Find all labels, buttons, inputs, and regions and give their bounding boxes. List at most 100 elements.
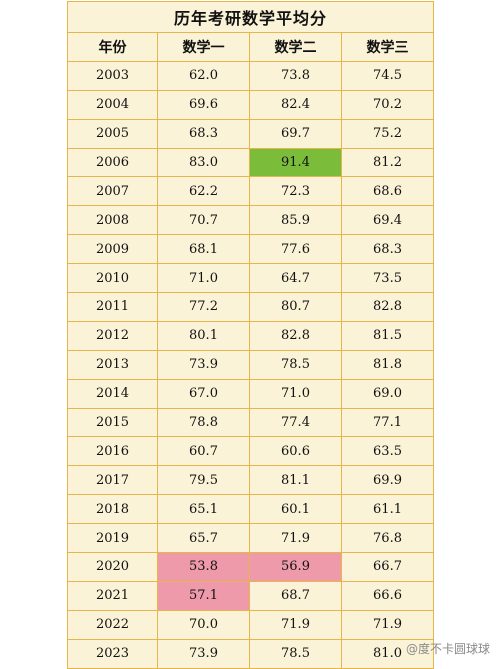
year-cell: 2021 (67, 580, 158, 611)
year-cell: 2010 (67, 263, 158, 294)
table-row: 2013 73.9 78.5 81.8 (67, 349, 435, 380)
table-row: 2017 79.5 81.1 69.9 (67, 465, 435, 496)
year-cell: 2003 (67, 60, 158, 91)
math-2-cell: 82.8 (249, 320, 342, 351)
table-row: 2016 60.7 60.6 63.5 (67, 436, 435, 467)
math-2-cell: 73.8 (249, 60, 342, 91)
header-year: 年份 (67, 32, 158, 62)
math-3-cell: 81.5 (340, 320, 435, 351)
math-3-cell: 74.5 (340, 60, 435, 91)
year-cell: 2022 (67, 609, 158, 640)
math-1-cell: 70.7 (157, 205, 250, 236)
math-3-cell: 69.0 (340, 378, 435, 409)
table-row: 2015 78.8 77.4 77.1 (67, 407, 435, 438)
math-1-cell: 67.0 (157, 378, 250, 409)
year-cell: 2018 (67, 494, 158, 525)
math-2-cell: 60.6 (249, 436, 342, 467)
math-1-cell: 65.1 (157, 494, 250, 525)
header-math-1: 数学一 (157, 32, 250, 62)
math-2-cell: 78.5 (249, 638, 342, 669)
table-title: 历年考研数学平均分 (66, 1, 435, 33)
math-2-cell: 71.9 (249, 523, 342, 554)
math-1-cell: 68.3 (157, 118, 250, 149)
table-row: 2022 70.0 71.9 71.9 (67, 609, 435, 640)
math-3-cell: 71.9 (340, 609, 435, 640)
math-3-cell: 66.7 (340, 552, 435, 582)
math-1-cell: 68.1 (157, 234, 250, 265)
table-row: 2010 71.0 64.7 73.5 (67, 263, 435, 294)
year-cell: 2008 (67, 205, 158, 236)
year-cell: 2009 (67, 234, 158, 265)
math-1-cell: 70.0 (157, 609, 250, 640)
math-2-cell: 85.9 (249, 205, 342, 236)
math-3-cell: 75.2 (340, 118, 435, 149)
math-3-cell: 76.8 (340, 523, 435, 554)
table-row: 2012 80.1 82.8 81.5 (67, 320, 435, 351)
score-table: 历年考研数学平均分 年份 数学一 数学二 数学三 2003 62.0 73.8 74.… (66, 1, 435, 669)
math-3-cell: 68.6 (340, 176, 435, 207)
table-row: 2023 73.9 78.5 81.0 (67, 638, 435, 669)
year-cell: 2020 (67, 552, 158, 582)
math-2-cell: 69.7 (249, 118, 342, 149)
watermark-text: @度不卡圆球球 (405, 642, 490, 656)
math-3-cell: 82.8 (340, 292, 435, 322)
math-2-cell: 81.1 (249, 465, 342, 496)
math-3-cell: 81.2 (340, 147, 435, 178)
year-cell: 2011 (67, 292, 158, 322)
math-1-cell: 60.7 (157, 436, 250, 467)
math-3-cell: 81.8 (340, 349, 435, 380)
math-1-cell: 62.2 (157, 176, 250, 207)
math-1-cell: 78.8 (157, 407, 250, 438)
table-row: 2019 65.7 71.9 76.8 (67, 523, 435, 554)
table-row: 2008 70.7 85.9 69.4 (67, 205, 435, 236)
math-3-cell: 68.3 (340, 234, 435, 265)
math-2-cell: 72.3 (249, 176, 342, 207)
year-cell: 2014 (67, 378, 158, 409)
math-2-cell: 78.5 (249, 349, 342, 380)
year-cell: 2004 (67, 89, 158, 120)
math-3-cell: 69.4 (340, 205, 435, 236)
math-1-cell: 69.6 (157, 89, 250, 120)
math-1-cell: 83.0 (157, 147, 250, 178)
math-2-cell: 60.1 (249, 494, 342, 525)
math-2-cell: 71.9 (249, 609, 342, 640)
math-2-cell-highlight-low: 56.9 (249, 552, 342, 582)
table-row: 2009 68.1 77.6 68.3 (67, 234, 435, 265)
math-3-cell: 73.5 (340, 263, 435, 294)
table-row: 2005 68.3 69.7 75.2 (67, 118, 435, 149)
year-cell: 2019 (67, 523, 158, 554)
year-cell: 2023 (67, 638, 158, 669)
header-math-2: 数学二 (249, 32, 342, 62)
math-2-cell-highlight-max: 91.4 (249, 147, 342, 178)
year-cell: 2015 (67, 407, 158, 438)
math-2-cell: 71.0 (249, 378, 342, 409)
math-2-cell: 77.4 (249, 407, 342, 438)
math-2-cell: 82.4 (249, 89, 342, 120)
math-3-cell: 63.5 (340, 436, 435, 467)
score-table-container: 历年考研数学平均分 年份 数学一 数学二 数学三 2003 62.0 73.8 74.… (66, 1, 435, 669)
math-3-cell: 77.1 (340, 407, 435, 438)
table-row: 2004 69.6 82.4 70.2 (67, 89, 435, 120)
math-1-cell: 62.0 (157, 60, 250, 91)
math-2-cell: 77.6 (249, 234, 342, 265)
year-cell: 2007 (67, 176, 158, 207)
math-1-cell: 80.1 (157, 320, 250, 351)
math-1-cell: 73.9 (157, 638, 250, 669)
math-1-cell: 77.2 (157, 292, 250, 322)
math-1-cell: 71.0 (157, 263, 250, 294)
table-header-row: 年份 数学一 数学二 数学三 (67, 32, 435, 62)
year-cell: 2012 (67, 320, 158, 351)
table-row: 2018 65.1 60.1 61.1 (67, 494, 435, 525)
year-cell: 2016 (67, 436, 158, 467)
math-2-cell: 64.7 (249, 263, 342, 294)
table-row: 2011 77.2 80.7 82.8 (67, 292, 435, 322)
year-cell: 2017 (67, 465, 158, 496)
table-row: 2007 62.2 72.3 68.6 (67, 176, 435, 207)
math-2-cell: 68.7 (249, 580, 342, 611)
table-row: 2003 62.0 73.8 74.5 (67, 60, 435, 91)
math-3-cell: 69.9 (340, 465, 435, 496)
math-1-cell: 79.5 (157, 465, 250, 496)
header-math-3: 数学三 (340, 32, 435, 62)
math-1-cell-highlight-low: 53.8 (157, 552, 250, 582)
math-1-cell: 65.7 (157, 523, 250, 554)
